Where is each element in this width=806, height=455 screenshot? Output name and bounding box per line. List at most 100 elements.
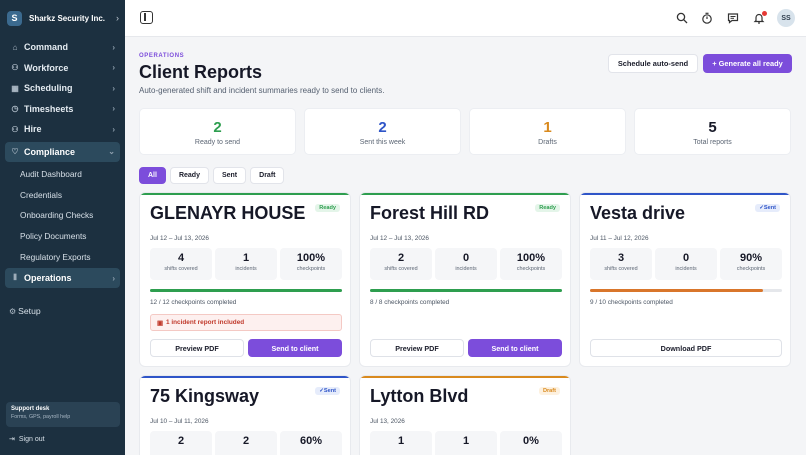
report-card: Forest Hill RD Ready Jul 12 – Jul 13, 20… xyxy=(359,192,571,367)
metric-label: checkpoints xyxy=(736,266,766,272)
metric-value: 0% xyxy=(523,435,539,447)
stat-value: 2 xyxy=(213,119,222,136)
sidebar-item-operations[interactable]: ⫴ Operations › xyxy=(5,268,120,289)
card-dates: Jul 11 – Jul 12, 2026 xyxy=(590,235,649,242)
filter-sent[interactable]: Sent xyxy=(212,167,247,184)
clock-icon: ◷ xyxy=(11,104,19,114)
metric-shifts: 3 shifts covered xyxy=(590,248,652,280)
metric-incidents: 1 incidents xyxy=(215,248,277,280)
sidebar-item-workforce[interactable]: ⚇ Workforce › xyxy=(0,58,125,79)
sidebar-item-setup[interactable]: ⚙ Setup xyxy=(9,306,41,316)
timer-icon[interactable] xyxy=(701,12,713,24)
card-site-name: 75 Kingsway xyxy=(150,386,260,406)
send-to-client-button[interactable]: Send to client xyxy=(468,339,562,357)
metric-value: 2 xyxy=(177,435,185,447)
chat-icon[interactable] xyxy=(727,12,739,24)
sign-out-label: Sign out xyxy=(18,435,45,443)
schedule-auto-send-button[interactable]: Schedule auto-send xyxy=(608,54,698,73)
metric-checkpoints: 100% checkpoints xyxy=(500,248,562,280)
report-card: 75 Kingsway ✓Sent Jul 10 – Jul 11, 2026 … xyxy=(139,375,351,455)
bell-icon[interactable] xyxy=(753,12,765,24)
incident-text: 1 incident report included xyxy=(166,319,245,326)
avatar[interactable]: SS xyxy=(777,9,795,27)
metric-shifts: 2 shifts covered xyxy=(370,248,432,280)
metric-incidents: 0 incidents xyxy=(655,248,717,280)
checkpoints-text: 8 / 8 checkpoints completed xyxy=(370,299,450,306)
sidebar-subitem-audit-dashboard[interactable]: Audit Dashboard xyxy=(20,168,82,179)
stat-drafts: 1 Drafts xyxy=(469,108,626,155)
sidebar-subitem-credentials[interactable]: Credentials xyxy=(20,189,62,200)
sidebar-subitem-regulatory-exports[interactable]: Regulatory Exports xyxy=(20,252,91,263)
sidebar-item-compliance[interactable]: ♡ Compliance ⌄ xyxy=(5,141,120,162)
sidebar-item-label: Command xyxy=(24,42,69,53)
card-site-name: Forest Hill RD xyxy=(370,203,490,223)
preview-pdf-button[interactable]: Preview PDF xyxy=(370,339,464,357)
stat-value: 2 xyxy=(378,119,387,136)
filter-all[interactable]: All xyxy=(139,167,166,184)
page-title: Client Reports xyxy=(139,62,263,82)
sidebar-item-scheduling[interactable]: ▦ Scheduling › xyxy=(0,78,125,99)
card-metrics: 3 shifts covered 0 incidents 90% checkpo… xyxy=(590,248,782,280)
user-plus-icon: ⚇ xyxy=(11,124,19,134)
support-subtitle: Forms, GPS, payroll help xyxy=(11,414,71,420)
sidebar-item-command[interactable]: ⌂ Command › xyxy=(0,37,125,58)
metric-value: 1 xyxy=(242,252,250,264)
filter-ready[interactable]: Ready xyxy=(169,167,209,184)
metric-value: 1 xyxy=(462,435,470,447)
send-to-client-button[interactable]: Send to client xyxy=(248,339,342,357)
metric-value: 0 xyxy=(462,252,470,264)
card-metrics: 2 shifts covered 0 incidents 100% checkp… xyxy=(370,248,562,280)
card-site-name: Lytton Blvd xyxy=(370,386,469,406)
chevron-right-icon: › xyxy=(116,13,119,23)
metric-label: incidents xyxy=(455,266,477,272)
calendar-icon: ▦ xyxy=(11,83,19,93)
preview-pdf-button[interactable]: Preview PDF xyxy=(150,339,244,357)
metric-incidents: 2 xyxy=(215,431,277,455)
sidebar-nav: ⌂ Command › ⚇ Workforce › ▦ Scheduling ›… xyxy=(0,37,125,290)
generate-all-ready-button[interactable]: + Generate all ready xyxy=(703,54,792,73)
heart-icon: ♡ xyxy=(11,147,19,156)
sidebar-subitem-onboarding-checks[interactable]: Onboarding Checks xyxy=(20,210,94,221)
sidebar-toggle-icon[interactable] xyxy=(140,11,153,24)
metric-incidents: 0 incidents xyxy=(435,248,497,280)
filter-draft[interactable]: Draft xyxy=(250,167,285,184)
progress-fill xyxy=(370,289,562,292)
metric-checkpoints: 60% xyxy=(280,431,342,455)
sidebar-item-timesheets[interactable]: ◷ Timesheets › xyxy=(0,99,125,120)
home-icon: ⌂ xyxy=(12,42,18,52)
metric-value: 2 xyxy=(397,252,405,264)
chevron-down-icon: ⌄ xyxy=(108,147,115,156)
sidebar-item-label: Operations xyxy=(24,273,72,284)
sign-out-icon: ⇥ xyxy=(9,436,15,443)
checkpoint-progress-bar xyxy=(590,289,782,292)
status-badge: Draft xyxy=(538,387,560,395)
support-title: Support desk xyxy=(11,406,50,412)
report-card: Vesta drive ✓Sent Jul 11 – Jul 12, 2026 … xyxy=(579,192,791,367)
card-status-line xyxy=(360,376,570,378)
stat-label: Ready to send xyxy=(194,139,241,146)
chevron-right-icon: › xyxy=(112,63,115,73)
chevron-right-icon: › xyxy=(112,104,115,114)
download-pdf-button[interactable]: Download PDF xyxy=(590,339,782,357)
metric-label: checkpoints xyxy=(516,266,546,272)
search-icon[interactable] xyxy=(676,12,688,24)
incident-icon: ▣ xyxy=(157,319,164,327)
sidebar-item-hire[interactable]: ⚇ Hire › xyxy=(0,119,125,140)
card-metrics: 2 2 60% xyxy=(150,431,342,455)
org-switcher[interactable]: S Sharkz Security Inc. › xyxy=(7,8,119,28)
support-desk-card[interactable]: Support desk Forms, GPS, payroll help xyxy=(6,402,120,427)
sidebar-item-label: Hire xyxy=(24,124,42,135)
sidebar-subitem-policy-documents[interactable]: Policy Documents xyxy=(20,231,87,242)
metric-value: 3 xyxy=(617,252,625,264)
card-status-line xyxy=(140,193,350,195)
card-dates: Jul 13, 2026 xyxy=(370,418,405,425)
metric-shifts: 1 xyxy=(370,431,432,455)
metric-value: 100% xyxy=(516,252,546,264)
metric-checkpoints: 0% xyxy=(500,431,562,455)
sign-out-button[interactable]: ⇥ Sign out xyxy=(9,435,45,444)
metric-label: incidents xyxy=(675,266,697,272)
card-status-line xyxy=(580,193,790,195)
card-status-line xyxy=(140,376,350,378)
org-logo: S xyxy=(7,10,22,26)
metric-value: 100% xyxy=(296,252,326,264)
